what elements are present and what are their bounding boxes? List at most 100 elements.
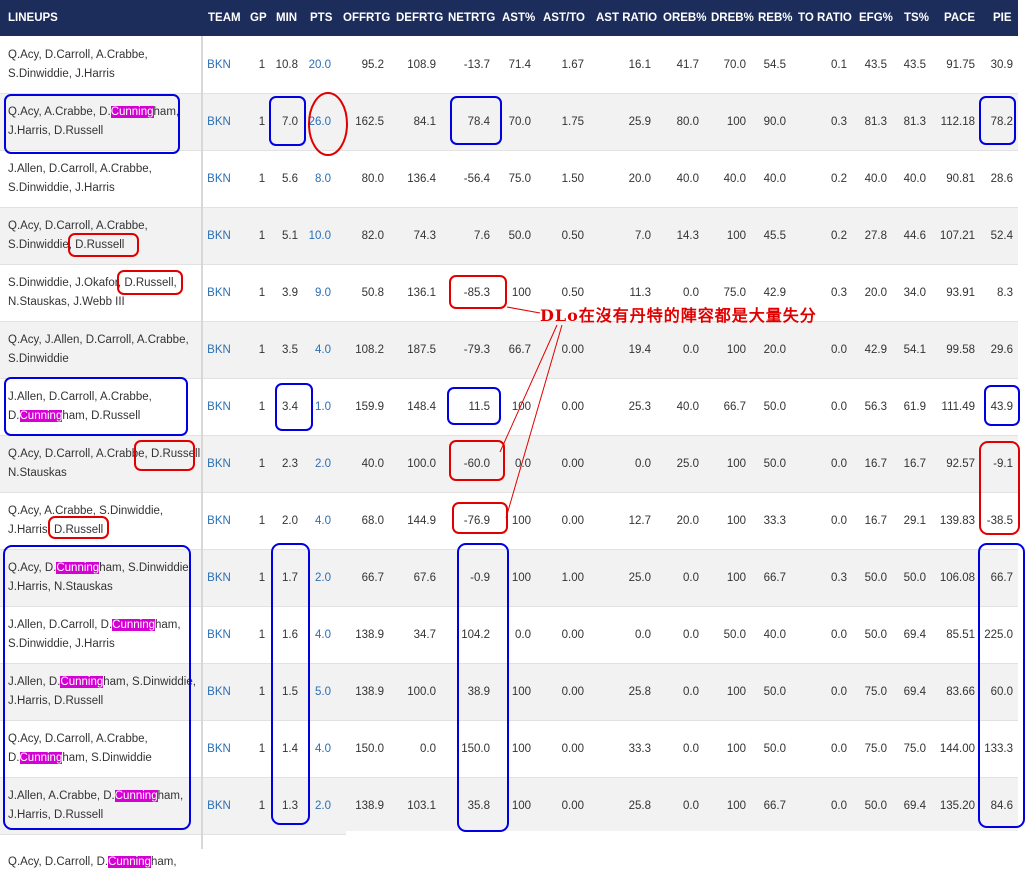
cell-team[interactable]: BKN (207, 229, 231, 242)
column-header-ast-ratio[interactable]: AST RATIO (596, 12, 658, 24)
cell-efg: 50.0 (864, 571, 887, 584)
cell-min: 2.3 (282, 457, 298, 470)
cell-team[interactable]: BKN (207, 400, 231, 413)
cell-team[interactable]: BKN (207, 457, 231, 470)
column-header-efg[interactable]: EFG% (859, 12, 893, 24)
cell-team[interactable]: BKN (207, 514, 231, 527)
cell-pace: 92.57 (946, 457, 975, 470)
cell-ast-to: 0.00 (561, 457, 584, 470)
cell-pts[interactable]: 1.0 (315, 400, 331, 413)
column-header-team[interactable]: TEAM (208, 12, 241, 24)
cell-offrtg: 159.9 (355, 400, 384, 413)
cell-team[interactable]: BKN (207, 172, 231, 185)
cell-ast-pct: 100 (511, 286, 531, 299)
cell-gp: 1 (258, 799, 266, 812)
cell-team[interactable]: BKN (207, 799, 231, 812)
column-header-pie[interactable]: PIE (993, 12, 1012, 24)
cell-team[interactable]: BKN (207, 286, 231, 299)
lineup-text: N.Stauskas (8, 466, 67, 479)
lineup-names: J.Allen, D.Cunningham, S.Dinwiddie, J.Har… (8, 673, 198, 711)
cell-pts[interactable]: 26.0 (308, 115, 331, 128)
column-header-min[interactable]: MIN (276, 12, 298, 24)
cell-ts: 69.4 (903, 628, 926, 641)
row-separator (0, 663, 1018, 664)
table-row (0, 207, 1018, 264)
lineup-text: S.Dinwiddie, J.Harris (8, 637, 115, 650)
column-header-pace[interactable]: PACE (944, 12, 976, 24)
cell-efg: 20.0 (864, 286, 887, 299)
column-header-dreb[interactable]: DREB% (711, 12, 754, 24)
cell-to-ratio: 0.3 (831, 115, 847, 128)
lineup-text: Q.Acy, D.Carroll, A.Crabbe, (8, 219, 148, 232)
cell-min: 1.3 (282, 799, 298, 812)
column-header-oreb[interactable]: OREB% (663, 12, 707, 24)
cell-to-ratio: 0.0 (831, 628, 847, 641)
lineup-text: Q.Acy, J.Allen, D.Carroll, A.Crabbe, (8, 333, 189, 346)
column-header-ts[interactable]: TS% (904, 12, 929, 24)
column-header-ast-pct[interactable]: AST% (502, 12, 536, 24)
cell-pts[interactable]: 4.0 (315, 628, 331, 641)
column-header-ast-to[interactable]: AST/TO (543, 12, 585, 24)
cell-ast-pct: 100 (511, 685, 531, 698)
cell-team[interactable]: BKN (207, 628, 231, 641)
cell-pts[interactable]: 4.0 (315, 343, 331, 356)
highlighted-name: Cunning (56, 561, 100, 574)
cell-pts[interactable]: 20.0 (308, 58, 331, 71)
cell-ast-ratio: 25.3 (628, 400, 651, 413)
cell-team[interactable]: BKN (207, 115, 231, 128)
cell-defrtg: 84.1 (413, 115, 436, 128)
column-header-reb[interactable]: REB% (758, 12, 793, 24)
cell-team[interactable]: BKN (207, 343, 231, 356)
column-header-to-ratio[interactable]: TO RATIO (798, 12, 852, 24)
cell-pace: 90.81 (946, 172, 975, 185)
cell-to-ratio: 0.3 (831, 571, 847, 584)
column-header-offrtg[interactable]: OFFRTG (343, 12, 391, 24)
lineup-text: J.Harris, D.Russell (8, 523, 104, 536)
cell-dreb: 75.0 (723, 286, 746, 299)
row-separator (0, 720, 1018, 721)
row-separator (0, 549, 1018, 550)
annotation-note: DLo在沒有丹特的陣容都是大量失分 (540, 306, 817, 325)
cell-to-ratio: 0.1 (831, 58, 847, 71)
lineup-text: J.Allen, D. (8, 675, 61, 688)
cell-pts[interactable]: 9.0 (315, 286, 331, 299)
column-header-pts[interactable]: PTS (310, 12, 333, 24)
cell-pts[interactable]: 10.0 (308, 229, 331, 242)
cell-to-ratio: 0.0 (831, 685, 847, 698)
row-separator (0, 606, 1018, 607)
cell-pts[interactable]: 8.0 (315, 172, 331, 185)
lineup-line: S.Dinwiddie, J.Harris (8, 635, 198, 654)
cell-gp: 1 (258, 286, 266, 299)
cell-reb: 90.0 (763, 115, 786, 128)
cell-team[interactable]: BKN (207, 58, 231, 71)
cell-offrtg: 82.0 (361, 229, 384, 242)
row-separator (0, 150, 1018, 151)
column-header-gp[interactable]: GP (250, 12, 267, 24)
cell-team[interactable]: BKN (207, 685, 231, 698)
column-header-netrtg[interactable]: NETRTG (448, 12, 496, 24)
cell-pie: -9.1 (993, 457, 1013, 470)
cell-pts[interactable]: 4.0 (315, 742, 331, 755)
lineup-names: J.Allen, D.Carroll, A.Crabbe, S.Dinwiddie… (8, 160, 198, 198)
cell-pts[interactable]: 5.0 (315, 685, 331, 698)
cell-offrtg: 108.2 (355, 343, 384, 356)
cell-pts[interactable]: 4.0 (315, 514, 331, 527)
cell-ts: 40.0 (903, 172, 926, 185)
cell-pts[interactable]: 2.0 (315, 457, 331, 470)
cell-team[interactable]: BKN (207, 571, 231, 584)
cell-pts[interactable]: 2.0 (315, 799, 331, 812)
lineup-names: J.Allen, D.Carroll, D.Cunningham, S.Dinwi… (8, 616, 198, 654)
cell-ast-pct: 100 (511, 799, 531, 812)
cell-oreb: 40.0 (676, 172, 699, 185)
cell-defrtg: 34.7 (413, 628, 436, 641)
cell-team[interactable]: BKN (207, 742, 231, 755)
cell-efg: 16.7 (864, 457, 887, 470)
cell-pace: 93.91 (946, 286, 975, 299)
cell-reb: 50.0 (763, 457, 786, 470)
cell-ast-to: 1.75 (561, 115, 584, 128)
column-header-lineups[interactable]: LINEUPS (8, 12, 58, 24)
cell-efg: 50.0 (864, 799, 887, 812)
cell-pts[interactable]: 2.0 (315, 571, 331, 584)
cell-pace: 91.75 (946, 58, 975, 71)
column-header-defrtg[interactable]: DEFRTG (396, 12, 444, 24)
